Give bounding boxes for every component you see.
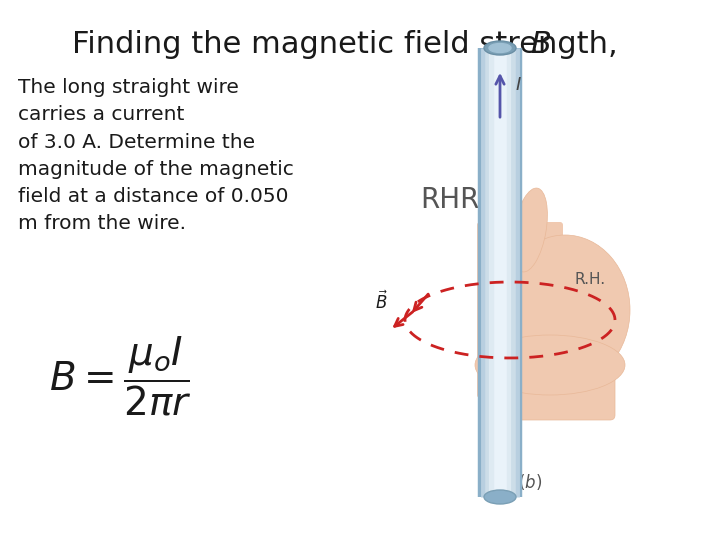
Text: $(b)$: $(b)$ [518,472,542,492]
Ellipse shape [513,188,547,272]
FancyBboxPatch shape [515,360,615,420]
Ellipse shape [489,44,511,52]
Ellipse shape [484,490,516,504]
Text: $\vec{B}$: $\vec{B}$ [375,291,388,313]
Text: $\mathit{B}$: $\mathit{B}$ [530,30,551,59]
FancyBboxPatch shape [477,222,563,398]
Ellipse shape [484,41,516,55]
Text: $I$: $I$ [515,76,522,94]
Text: RHR–2: RHR–2 [420,186,511,214]
Text: $B = \dfrac{\mu_o I}{2\pi r}$: $B = \dfrac{\mu_o I}{2\pi r}$ [49,335,192,418]
Ellipse shape [500,235,630,385]
Text: Finding the magnetic field strength,: Finding the magnetic field strength, [72,30,628,59]
Ellipse shape [475,335,625,395]
Text: The long straight wire
carries a current
of 3.0 A. Determine the
magnitude of th: The long straight wire carries a current… [18,78,294,233]
Text: R.H.: R.H. [575,273,606,287]
